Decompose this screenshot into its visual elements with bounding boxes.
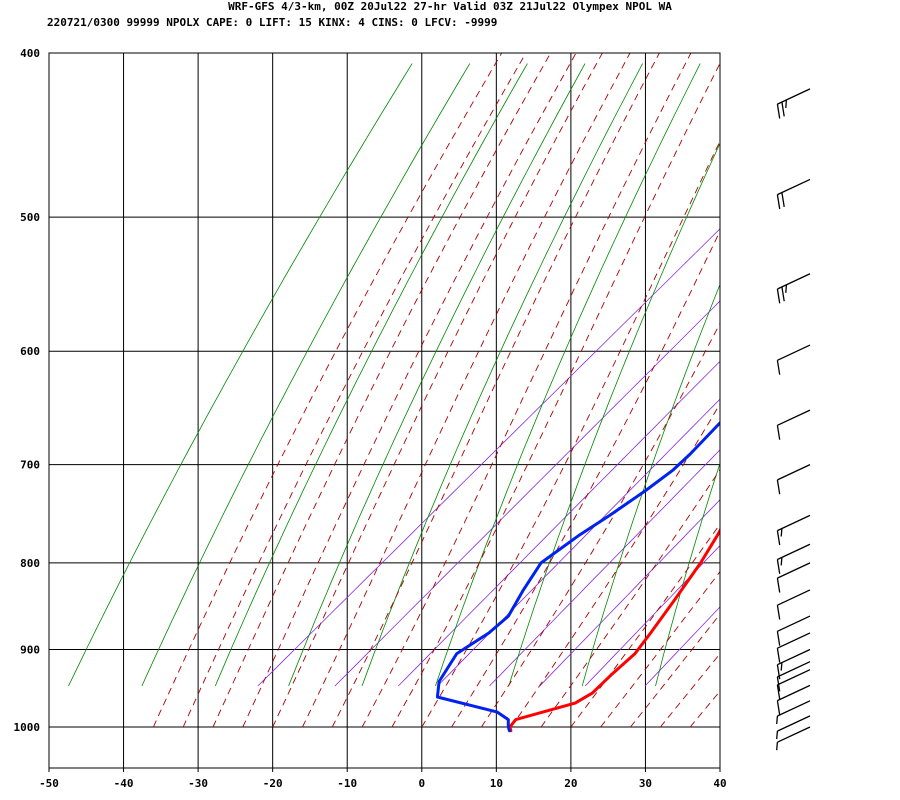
moist-adiabat (152, 53, 503, 728)
x-tick-label: -50 (39, 777, 59, 790)
moist-adiabat (719, 726, 720, 727)
x-tick-label: 40 (713, 777, 726, 790)
header-line-2: 220721/0300 99999 NPOLX CAPE: 0 LIFT: 15… (47, 16, 497, 29)
temperature-trace (508, 527, 720, 733)
moist-adiabat (451, 230, 720, 728)
wind-barb (776, 669, 811, 700)
wind-barb (776, 615, 811, 646)
x-tick-label: -10 (337, 777, 357, 790)
moist-adiabat (510, 403, 720, 728)
moist-adiabat (630, 613, 720, 728)
moist-adiabat (600, 570, 720, 728)
y-tick-label: 800 (20, 557, 40, 570)
moist-adiabat (331, 53, 660, 728)
moist-adiabat (421, 140, 720, 728)
wind-barb (776, 726, 811, 751)
wind-barb (776, 715, 811, 740)
y-tick-label: 1000 (14, 721, 41, 734)
moist-adiabat (391, 62, 720, 728)
dry-adiabat (729, 64, 900, 686)
wind-barb (776, 543, 811, 574)
wind-barb (776, 684, 811, 716)
y-tick-label: 700 (20, 459, 40, 472)
wind-barb (776, 88, 811, 119)
plot-frame (48, 52, 721, 769)
x-tick-label: 10 (490, 777, 503, 790)
dry-adiabat (435, 63, 701, 687)
wind-barb (776, 514, 811, 546)
y-tick-label: 600 (20, 345, 40, 358)
x-tick-label: -20 (263, 777, 283, 790)
moist-adiabat (182, 53, 527, 728)
x-tick-label: 20 (564, 777, 577, 790)
dry-adiabat (802, 64, 900, 686)
mixing-ratio-lines (257, 228, 720, 687)
wind-barb (776, 464, 811, 495)
dry-adiabat (361, 63, 643, 687)
mixing-ratio-line (584, 545, 720, 687)
dry-adiabats (68, 63, 900, 687)
wind-barb (776, 344, 811, 375)
x-tick-label: 30 (639, 777, 652, 790)
dry-adiabat (68, 63, 413, 687)
moist-adiabat (242, 53, 577, 728)
sounding-traces (435, 420, 720, 733)
dry-adiabat (581, 283, 720, 687)
temperature-axis: -50 -40 -30 -20 -10 0 10 20 30 40 (39, 768, 727, 790)
moist-adiabat (212, 53, 551, 728)
y-tick-label: 900 (20, 643, 40, 656)
moist-adiabat (272, 53, 603, 728)
dry-adiabat (141, 63, 471, 687)
moist-adiabat (660, 652, 720, 728)
wind-barb (776, 661, 811, 692)
x-tick-label: -40 (114, 777, 134, 790)
wind-barb (776, 589, 811, 620)
dry-adiabat (214, 63, 528, 687)
x-tick-label: 0 (418, 777, 425, 790)
moist-adiabat (750, 53, 900, 727)
mixing-ratio-line (489, 449, 720, 687)
y-tick-label: 400 (20, 47, 40, 60)
moist-adiabat (689, 690, 720, 728)
moist-adiabat (361, 53, 692, 728)
wind-barb-column (776, 88, 811, 751)
wind-barb (776, 178, 811, 210)
mixing-ratio-line (334, 300, 720, 687)
dry-adiabat (655, 461, 720, 687)
wind-barb (776, 632, 811, 663)
header-line-1: WRF-GFS 4/3-km, 00Z 20Jul22 27-hr Valid … (228, 0, 672, 13)
mixing-ratio-line (257, 228, 720, 687)
wind-barb (776, 409, 811, 440)
pressure-axis: 400 500 600 700 800 900 1000 (14, 47, 41, 734)
wind-barb (776, 700, 811, 725)
mixing-ratio-line (539, 499, 720, 687)
moist-adiabat (540, 468, 720, 728)
mixing-ratio-line (644, 606, 720, 687)
dry-adiabat (288, 63, 586, 687)
moist-adiabat (302, 53, 631, 728)
moist-adiabats (152, 53, 900, 728)
moist-adiabat (481, 322, 720, 728)
dry-adiabat (508, 142, 720, 687)
mixing-ratio-line (437, 398, 720, 687)
wind-barb (776, 562, 811, 593)
pressure-temperature-grid (48, 52, 721, 768)
mixing-ratio-line (398, 360, 720, 687)
wind-barb (776, 273, 811, 304)
moist-adiabat (570, 523, 720, 728)
dry-adiabat (876, 64, 900, 686)
y-tick-label: 500 (20, 211, 40, 224)
x-tick-label: -30 (188, 777, 208, 790)
